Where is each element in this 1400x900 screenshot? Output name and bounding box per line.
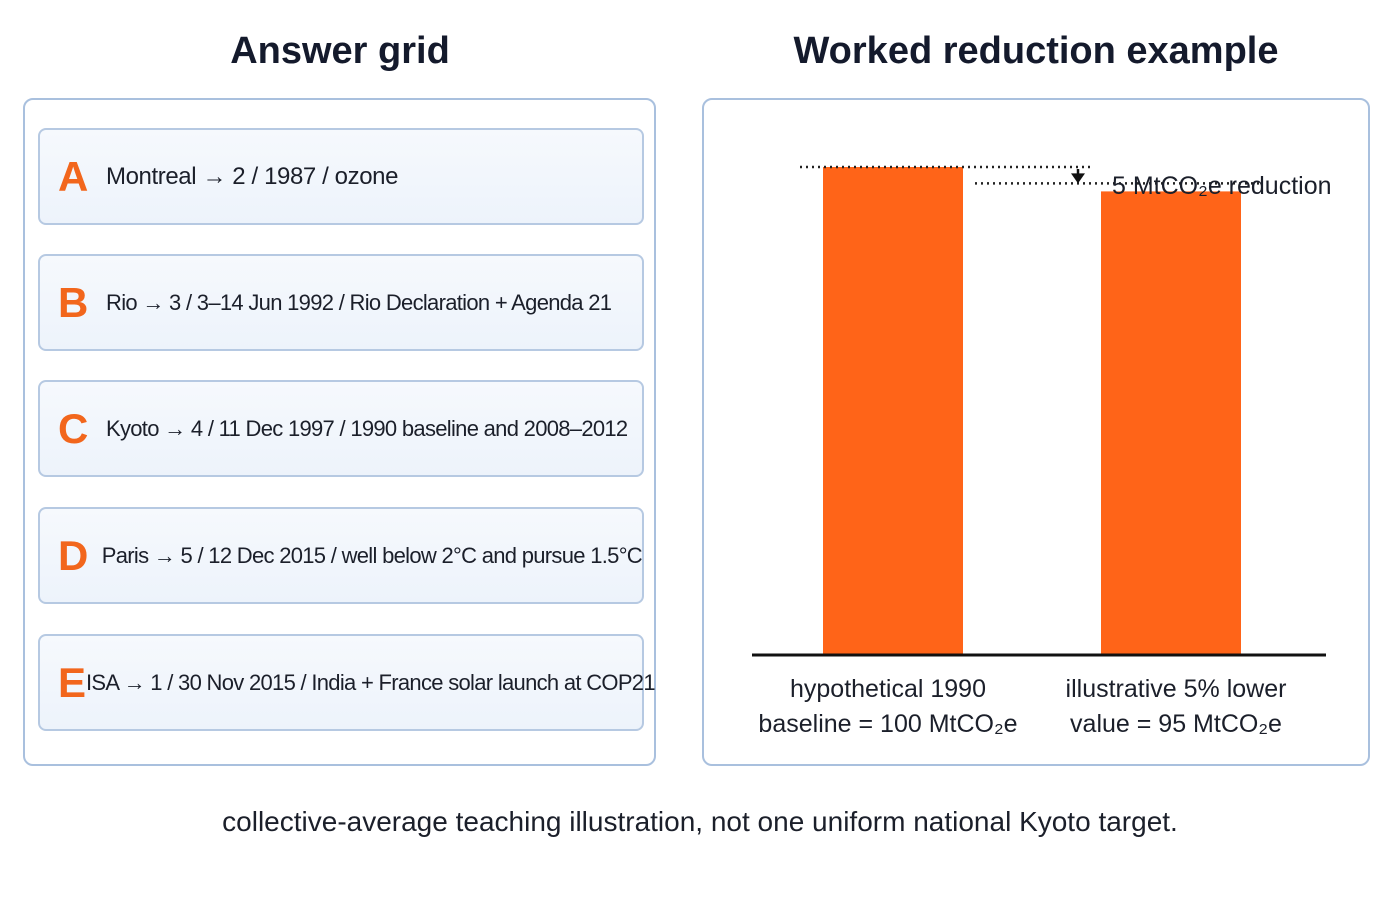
answer-letter: A	[58, 152, 89, 200]
x-tick-label-line: illustrative 5% lower	[1065, 675, 1287, 703]
bar-1	[1101, 191, 1241, 655]
answer-row-b[interactable]: B Rio → 3 / 3–14 Jun 1992 / Rio Declarat…	[38, 254, 644, 351]
answer-row-a[interactable]: A Montreal → 2 / 1987 / ozone	[38, 128, 644, 225]
footer-caption: collective-average teaching illustration…	[222, 806, 1178, 837]
x-tick-label-reduced: illustrative 5% lower value = 95 MtCO₂e	[1036, 672, 1316, 742]
x-tick-label-line: hypothetical 1990	[790, 675, 986, 703]
x-tick-label-line: baseline = 100 MtCO₂e	[758, 710, 1018, 738]
answer-grid-heading: Answer grid	[230, 30, 450, 72]
answer-text: Paris → 5 / 12 Dec 2015 / well below 2°C…	[101, 542, 643, 568]
x-tick-label-line: value = 95 MtCO₂e	[1070, 710, 1282, 738]
answer-text: Montreal → 2 / 1987 / ozone	[106, 162, 399, 190]
x-tick-label-baseline: hypothetical 1990 baseline = 100 MtCO₂e	[748, 672, 1028, 742]
reduction-annotation: 5 MtCO₂e reduction	[1112, 172, 1332, 200]
answer-row-c[interactable]: C Kyoto → 4 / 11 Dec 1997 / 1990 baselin…	[38, 380, 644, 477]
answer-letter: C	[58, 404, 89, 452]
answer-text: Kyoto → 4 / 11 Dec 1997 / 1990 baseline …	[106, 415, 628, 441]
answer-text: ISA → 1 / 30 Nov 2015 / India + France s…	[86, 669, 656, 695]
bar-0	[823, 167, 963, 655]
answer-letter: D	[58, 531, 89, 579]
answer-text: Rio → 3 / 3–14 Jun 1992 / Rio Declaratio…	[106, 289, 612, 315]
chart-title: Worked reduction example	[793, 30, 1279, 72]
answer-letter: B	[58, 278, 89, 326]
answer-row-e[interactable]: E ISA → 1 / 30 Nov 2015 / India + France…	[38, 634, 656, 731]
answer-grid-panel: A Montreal → 2 / 1987 / ozone B Rio → 3 …	[23, 98, 656, 766]
answer-row-d[interactable]: D Paris → 5 / 12 Dec 2015 / well below 2…	[38, 507, 644, 604]
answer-letter: E	[58, 658, 87, 706]
reduction-arrow-head	[1071, 173, 1085, 184]
